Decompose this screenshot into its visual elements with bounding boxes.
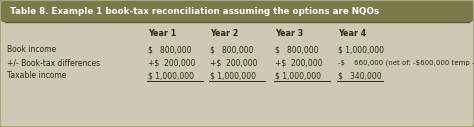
Text: Book income: Book income — [7, 45, 56, 54]
Text: $ 1,000,000: $ 1,000,000 — [338, 45, 384, 54]
Text: Year 2: Year 2 — [210, 29, 238, 38]
Text: Year 3: Year 3 — [275, 29, 303, 38]
Text: +/- Book-tax differences: +/- Book-tax differences — [7, 59, 100, 67]
Text: $   340,000: $ 340,000 — [338, 72, 382, 81]
Text: Table 8. Example 1 book-tax reconciliation assuming the options are NQOs: Table 8. Example 1 book-tax reconciliati… — [10, 7, 379, 16]
Text: $   800,000: $ 800,000 — [210, 45, 254, 54]
Text: +$  200,000: +$ 200,000 — [275, 59, 322, 67]
Text: -$    660,000 (net of: -$600,000 temp – $60,000 perm): -$ 660,000 (net of: -$600,000 temp – $60… — [338, 60, 474, 66]
Text: $ 1,000,000: $ 1,000,000 — [275, 72, 321, 81]
Text: $ 1,000,000: $ 1,000,000 — [148, 72, 194, 81]
FancyBboxPatch shape — [1, 1, 473, 22]
Text: $   800,000: $ 800,000 — [275, 45, 319, 54]
Text: $   800,000: $ 800,000 — [148, 45, 191, 54]
Text: Year 1: Year 1 — [148, 29, 176, 38]
Text: +$  200,000: +$ 200,000 — [210, 59, 257, 67]
Text: $ 1,000,000: $ 1,000,000 — [210, 72, 256, 81]
Text: +$  200,000: +$ 200,000 — [148, 59, 195, 67]
Text: Year 4: Year 4 — [338, 29, 366, 38]
Text: Taxable income: Taxable income — [7, 72, 66, 81]
